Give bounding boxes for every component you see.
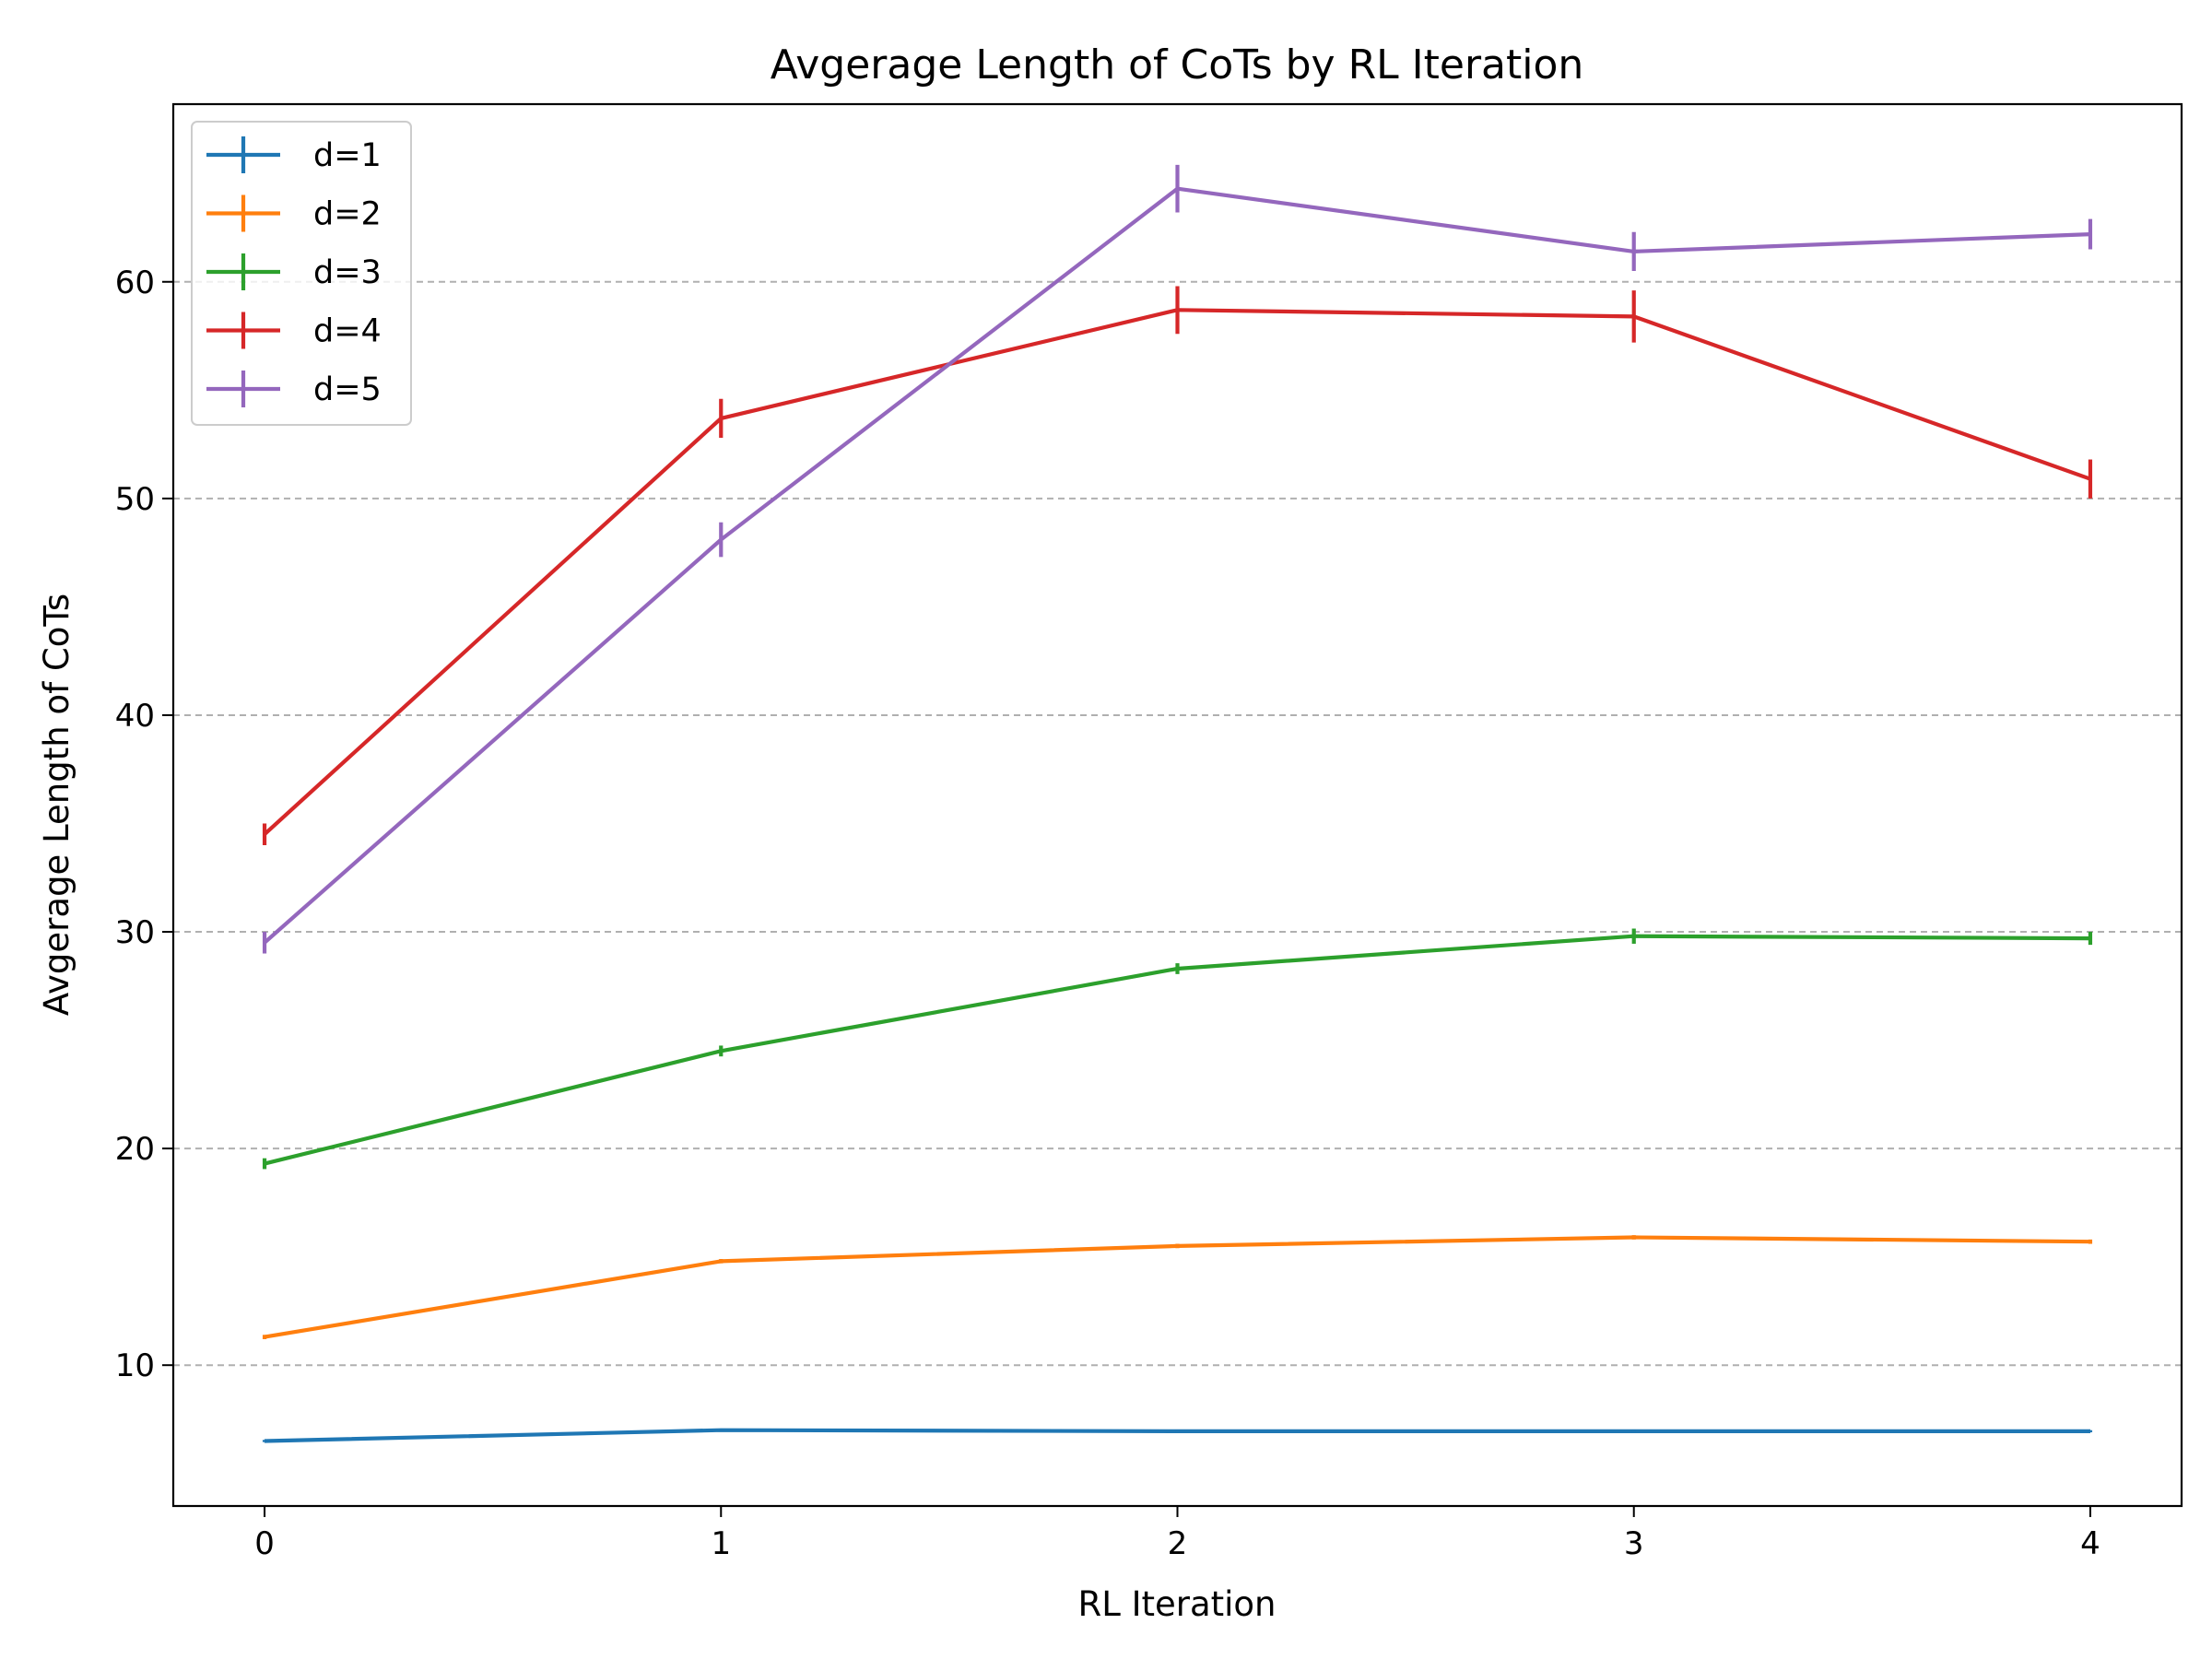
y-tick-label: 50 bbox=[115, 481, 155, 518]
x-tick-label: 2 bbox=[1168, 1525, 1188, 1562]
legend-box bbox=[191, 121, 412, 426]
legend-label: d=2 bbox=[313, 196, 382, 233]
legend-label: d=3 bbox=[313, 254, 382, 291]
x-tick-label: 3 bbox=[1624, 1525, 1644, 1562]
legend-item: d=1 bbox=[206, 136, 382, 174]
x-tick-label: 4 bbox=[2080, 1525, 2100, 1562]
series-1 bbox=[262, 1428, 2093, 1443]
legend-label: d=1 bbox=[313, 137, 382, 174]
series-5 bbox=[262, 164, 2093, 954]
series-2 bbox=[262, 1235, 2093, 1339]
legend-label: d=4 bbox=[313, 313, 382, 350]
series-3 bbox=[262, 928, 2093, 1170]
legend-item: d=3 bbox=[206, 253, 382, 291]
x-tick-label: 0 bbox=[254, 1525, 275, 1562]
y-axis-label: Avgerage Length of CoTs bbox=[37, 594, 76, 1016]
y-tick-label: 20 bbox=[115, 1131, 155, 1168]
y-tick-label: 60 bbox=[115, 265, 155, 301]
chart-title: Avgerage Length of CoTs by RL Iteration bbox=[771, 41, 1584, 88]
grid-lines bbox=[173, 280, 2182, 1367]
legend-item: d=5 bbox=[206, 371, 382, 408]
legend: d=1 d=2 d=3 d=4 d=5 bbox=[191, 121, 412, 426]
y-tick-label: 40 bbox=[115, 698, 155, 735]
x-axis-ticks: 0 1 2 3 4 bbox=[254, 1506, 2100, 1562]
legend-item: d=2 bbox=[206, 194, 382, 233]
series-4 bbox=[262, 286, 2093, 845]
legend-label: d=5 bbox=[313, 371, 382, 408]
legend-item: d=4 bbox=[206, 312, 382, 350]
y-tick-label: 30 bbox=[115, 914, 155, 951]
y-tick-label: 10 bbox=[115, 1347, 155, 1384]
series-layer bbox=[262, 164, 2093, 1443]
x-tick-label: 1 bbox=[711, 1525, 731, 1562]
x-axis-label: RL Iteration bbox=[1077, 1584, 1276, 1624]
y-axis-ticks: 10 20 30 40 50 60 bbox=[115, 265, 173, 1384]
